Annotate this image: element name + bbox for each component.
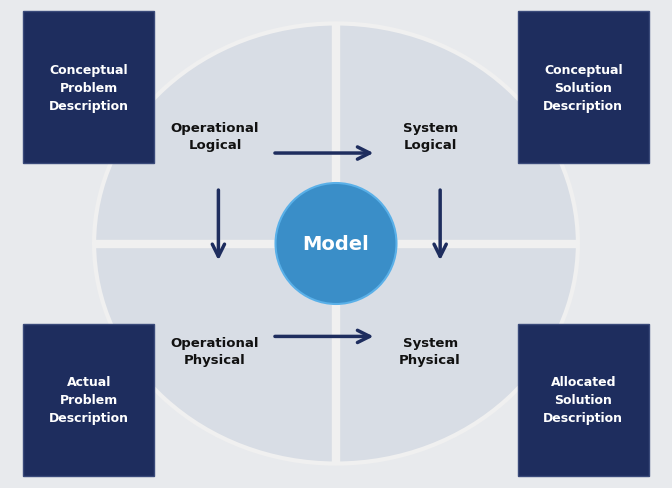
Text: Conceptual
Solution
Description: Conceptual Solution Description: [543, 63, 624, 112]
FancyBboxPatch shape: [24, 12, 155, 163]
Text: Operational
Physical: Operational Physical: [171, 336, 259, 366]
FancyBboxPatch shape: [24, 325, 155, 476]
Text: Actual
Problem
Description: Actual Problem Description: [48, 376, 129, 425]
Text: System
Physical: System Physical: [399, 336, 461, 366]
Ellipse shape: [276, 183, 396, 305]
Text: Conceptual
Problem
Description: Conceptual Problem Description: [48, 63, 129, 112]
FancyBboxPatch shape: [517, 12, 649, 163]
Text: Model: Model: [302, 235, 370, 253]
Text: System
Logical: System Logical: [403, 122, 458, 152]
FancyBboxPatch shape: [517, 325, 649, 476]
Ellipse shape: [94, 24, 578, 464]
Text: Operational
Logical: Operational Logical: [171, 122, 259, 152]
Text: Allocated
Solution
Description: Allocated Solution Description: [543, 376, 624, 425]
